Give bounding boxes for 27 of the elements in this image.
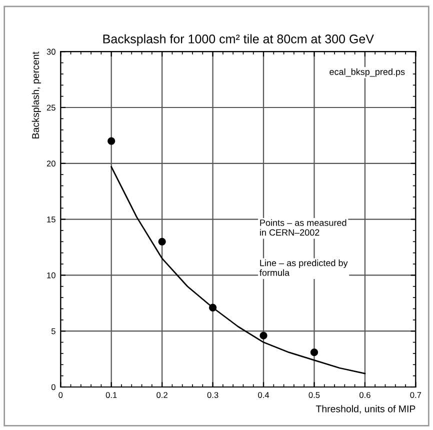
point (108, 137, 116, 145)
annotation: Line – as predicted by formula (260, 260, 348, 276)
annotation: ecal_bksp_pred.ps (330, 68, 405, 77)
point (208, 304, 217, 312)
y-tick-label: 10 (47, 272, 56, 278)
y-axis-title: Backsplash, percent (32, 52, 41, 138)
y-tick-label: 25 (46, 104, 56, 111)
x-tick-label: 0.4 (258, 392, 270, 398)
y-tick-label: 30 (46, 48, 56, 55)
chart-title: Backsplash for 1000 cm² tile at 80cm at 300 GeV (103, 34, 374, 46)
x-tick-label: 0.1 (106, 392, 117, 398)
x-axis-title: Threshold, units of MIP (316, 405, 416, 414)
point (260, 332, 268, 340)
y-tick-label: 20 (46, 160, 56, 166)
x-tick-label: 0 (58, 392, 63, 398)
x-tick-label: 0.7 (410, 392, 422, 398)
annotation: Points – as measured in CERN–2002 (260, 219, 346, 236)
y-tick-label: 15 (47, 216, 56, 222)
x-tick-label: 0.2 (156, 392, 168, 398)
point (158, 238, 166, 246)
y-tick-label: 0 (51, 384, 56, 390)
point (310, 348, 318, 356)
x-tick-label: 0.6 (359, 392, 370, 398)
x-tick-label: 0.3 (207, 392, 218, 398)
x-tick-label: 0.5 (308, 392, 320, 398)
line-series (110, 166, 366, 374)
y-tick-label: 5 (51, 328, 56, 334)
